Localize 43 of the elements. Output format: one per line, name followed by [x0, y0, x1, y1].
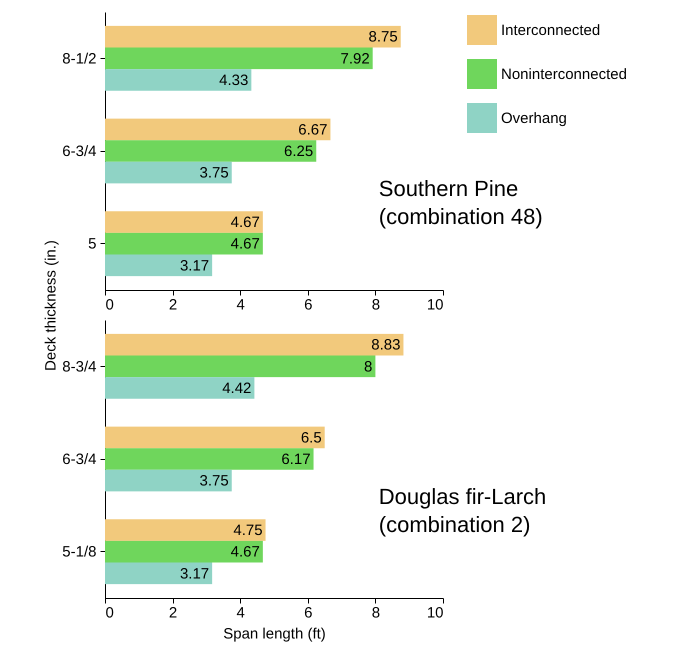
data-label: 4.33 — [219, 72, 248, 89]
y-tick-label: 6-3/4 — [62, 451, 96, 468]
y-axis-title: Deck thickness (in.) — [42, 240, 60, 371]
y-tick-label: 6-3/4 — [62, 143, 96, 160]
data-label: 3.75 — [200, 472, 229, 490]
x-tick-label: 10 — [426, 604, 444, 622]
data-label: 7.92 — [340, 50, 370, 68]
x-tick-label: 10 — [426, 296, 444, 314]
y-tick-label: 5 — [88, 236, 96, 253]
y-tick-label: 8-3/4 — [62, 358, 96, 376]
x-axis-title: Span length (ft) — [223, 626, 326, 642]
data-label: 8.75 — [368, 28, 398, 46]
x-tick-label: 0 — [106, 296, 114, 314]
data-label: 8 — [364, 358, 372, 376]
data-label: 4.75 — [233, 522, 263, 540]
legend-label: Interconnected — [501, 22, 600, 39]
data-label: 6.5 — [300, 429, 322, 446]
y-tick-label: 5-1/8 — [62, 544, 96, 561]
x-tick-label: 8 — [372, 604, 380, 622]
data-label: 6.67 — [298, 121, 328, 138]
x-tick-label: 4 — [236, 296, 245, 314]
x-tick-label: 2 — [168, 296, 178, 314]
data-label: 4.67 — [230, 544, 260, 561]
x-tick-label: 0 — [106, 604, 114, 622]
x-tick-label: 8 — [372, 296, 380, 314]
x-tick-label: 4 — [236, 604, 245, 622]
annotation: Southern Pine (combination 48) — [378, 176, 543, 229]
data-label: 4.67 — [230, 214, 260, 232]
y-tick-label: 8-1/2 — [62, 50, 96, 68]
data-label: 4.67 — [230, 236, 260, 253]
x-tick-label: 2 — [168, 604, 178, 622]
data-label: 8.83 — [371, 336, 400, 354]
data-label: 6.25 — [284, 143, 314, 160]
data-label: 3.75 — [200, 164, 229, 182]
x-tick-label: 6 — [304, 604, 312, 622]
legend-label: Noninterconnected — [501, 66, 627, 83]
data-label: 3.17 — [180, 565, 210, 582]
annotation: Douglas fir-Larch (combination 2) — [378, 484, 546, 537]
data-label: 4.42 — [222, 380, 252, 397]
legend-label: Overhang — [501, 110, 567, 127]
data-label: 3.17 — [180, 257, 210, 274]
data-label: 6.17 — [281, 451, 311, 468]
x-tick-label: 6 — [304, 296, 312, 314]
